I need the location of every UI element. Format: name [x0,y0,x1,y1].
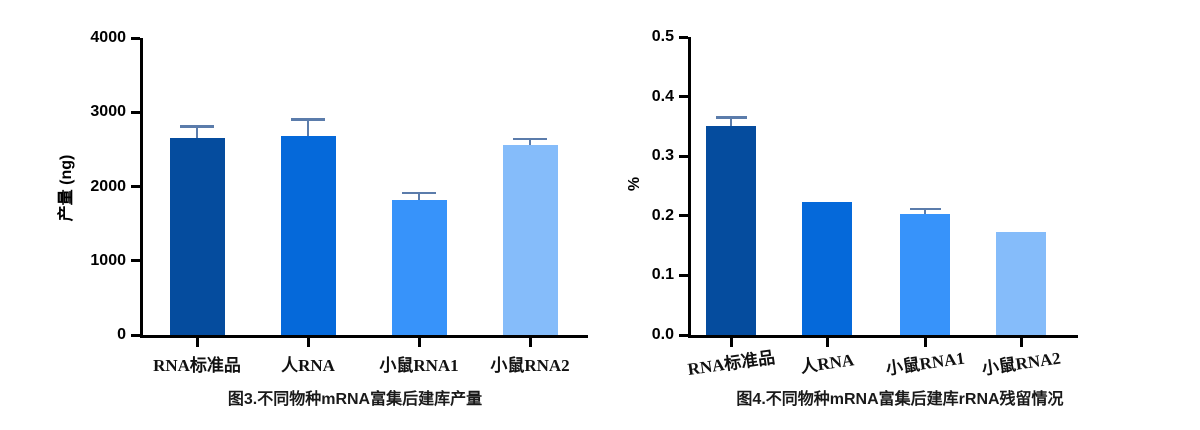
error-bar-stem [306,119,310,136]
x-category-label: RNA标准品 [153,356,241,375]
y-axis-tick [131,333,140,337]
x-axis-tick [923,338,927,347]
error-bar-stem [528,138,532,145]
y-axis-tick [679,154,688,158]
x-axis-tick [417,338,421,347]
y-axis-tick-label: 1000 [90,251,126,269]
y-axis-tick [131,259,140,263]
fig3-caption: 图3.不同物种mRNA富集后建库产量 [227,391,483,408]
fig4-y-axis-title: % [626,176,643,192]
y-axis-tick-label: 0.1 [651,266,674,284]
y-axis-tick-label: 3000 [90,103,126,121]
x-category-label: 小鼠RNA2 [490,356,570,375]
x-category-label: RNA标准品 [686,347,777,380]
bar-人RNA [802,202,852,335]
y-axis-tick-label: 0.3 [651,147,674,165]
error-bar-stem [923,209,927,214]
bar-小鼠RNA2 [996,231,1046,335]
fig3-plot-area: 0 1000 2000 3000 4000 RNA标准品 人RNA 小鼠RNA1 小鼠RNA2 [90,29,588,375]
y-axis-tick-label: 0.5 [651,28,674,45]
error-bar-cap [715,116,747,119]
y-axis-tick [131,36,140,40]
y-axis-tick [131,185,140,188]
error-bar-cap [290,118,326,121]
y-axis-tick-label: 0 [117,326,126,343]
y-axis-tick [679,35,688,39]
error-bar-stem [417,193,421,200]
fig4-caption: 图4.不同物种mRNA富集后建库rRNA残留情况 [736,391,1064,408]
error-bar-cap [401,191,437,195]
y-axis-tick-label: 2000 [90,177,126,195]
bar-小鼠RNA1 [391,199,447,335]
x-axis-tick [825,338,829,347]
bar-小鼠RNA1 [900,214,950,335]
x-axis-tick [195,338,199,347]
error-bar-cap [909,207,941,211]
x-axis-tick [729,338,733,347]
y-axis-tick-label: 4000 [90,29,126,46]
bar-RNA标准品 [706,126,756,335]
fig4-plot-area: 0.0 0.1 0.2 0.3 0.4 0.5 RNA标准品 人RNA 小鼠RNA1 小鼠RNA2 [652,28,1078,379]
error-bar-stem [195,126,199,139]
x-axis-tick [306,338,310,347]
bar-小鼠RNA2 [502,144,558,335]
x-axis-tick [528,338,532,347]
bar-人RNA [280,136,336,335]
y-axis-tick [679,273,688,277]
error-bar-stem [729,117,733,127]
y-axis-tick-label: 0.4 [651,87,674,105]
y-axis-tick [679,95,688,99]
y-axis-tick [679,333,688,337]
y-axis-tick-label: 0.2 [651,206,674,224]
bar-RNA标准品 [169,138,225,335]
y-axis-tick [679,214,688,218]
error-bar-cap [179,125,215,128]
x-axis-tick [1019,338,1023,347]
x-category-label: 小鼠RNA2 [980,348,1062,379]
x-category-label: 小鼠RNA1 [379,356,459,375]
error-bar-cap [512,137,548,141]
x-category-label: 人RNA [799,350,856,377]
y-axis-tick [131,110,140,114]
y-axis-tick-label: 0.0 [651,326,674,343]
x-category-label: 人RNA [281,356,335,375]
figure-3-yield-chart: 0 1000 2000 3000 4000 RNA标准品 人RNA 小鼠RNA1 小鼠RNA2 … [58,29,588,408]
x-category-label: 小鼠RNA1 [884,348,966,379]
